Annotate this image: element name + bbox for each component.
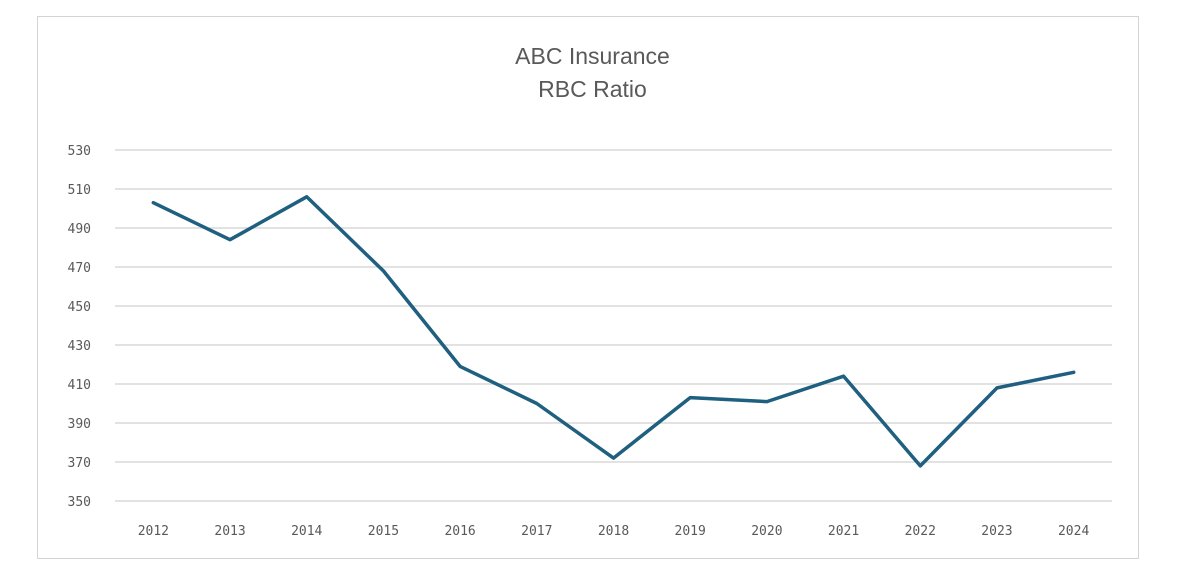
x-tick-label: 2013: [214, 524, 245, 539]
y-tick-label: 430: [68, 339, 91, 354]
chart-frame: [37, 16, 1139, 559]
chart-title-line1: ABC Insurance: [515, 43, 670, 69]
x-tick-label: 2020: [751, 524, 782, 539]
x-tick-label: 2024: [1058, 524, 1089, 539]
x-tick-label: 2022: [905, 524, 936, 539]
y-tick-label: 390: [68, 417, 91, 432]
y-tick-label: 530: [68, 144, 91, 159]
x-tick-label: 2012: [138, 524, 169, 539]
y-tick-label: 370: [68, 456, 91, 471]
x-tick-label: 2017: [521, 524, 552, 539]
x-tick-label: 2014: [291, 524, 322, 539]
y-tick-label: 490: [68, 222, 91, 237]
series-line-rbc-ratio: [151, 195, 1076, 468]
x-tick-label: 2019: [675, 524, 706, 539]
y-tick-label: 450: [68, 300, 91, 315]
y-tick-label: 510: [68, 183, 91, 198]
x-tick-label: 2018: [598, 524, 629, 539]
x-tick-label: 2023: [981, 524, 1012, 539]
y-tick-label: 470: [68, 261, 91, 276]
x-tick-label: 2015: [368, 524, 399, 539]
chart-title: ABC Insurance RBC Ratio: [0, 40, 1185, 106]
x-tick-label: 2016: [444, 524, 475, 539]
y-tick-label: 410: [68, 378, 91, 393]
x-tick-label: 2021: [828, 524, 859, 539]
y-tick-label: 350: [68, 495, 91, 510]
chart-subtitle: RBC Ratio: [538, 76, 647, 102]
